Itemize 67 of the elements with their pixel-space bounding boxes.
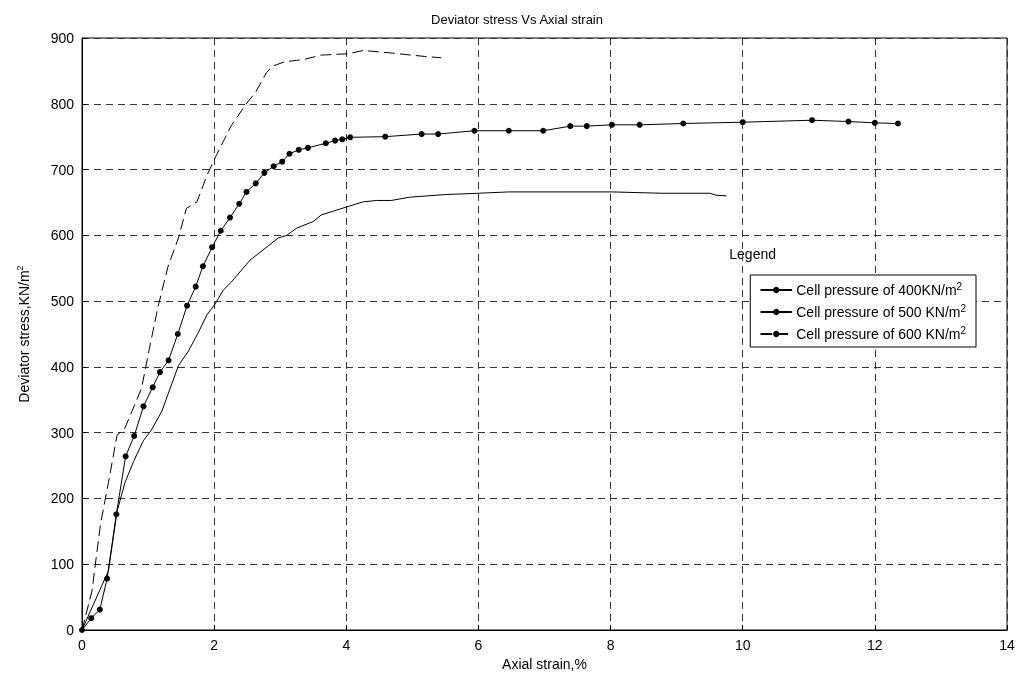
point [845, 118, 852, 125]
point [809, 117, 816, 124]
point [382, 133, 389, 140]
y-tick-label: 200 [50, 490, 75, 507]
point [174, 331, 181, 337]
x-tick-label: 2 [210, 637, 219, 653]
point [279, 158, 286, 165]
point [88, 615, 95, 622]
y-tick-label: 500 [50, 293, 75, 310]
x-tick-label: 14 [999, 637, 1015, 653]
point [680, 120, 687, 127]
point [156, 369, 163, 376]
point [505, 127, 512, 134]
point [583, 123, 590, 130]
point [131, 432, 138, 439]
point [236, 200, 243, 207]
point [332, 137, 339, 144]
x-axis-title: Axial strain,% [502, 655, 587, 672]
point [140, 403, 147, 410]
point [295, 146, 302, 153]
point [540, 127, 547, 134]
x-tick-label: 6 [474, 637, 483, 653]
point [567, 123, 574, 130]
point [243, 188, 250, 195]
y-tick-label: 800 [50, 95, 75, 112]
point [261, 169, 268, 176]
point [192, 283, 199, 290]
point [871, 119, 878, 126]
chart-title: Deviator stress Vs Axial strain [431, 12, 603, 27]
point [304, 144, 311, 151]
y-tick-label: 100 [50, 556, 75, 573]
y-axis-title: Deviator stress,KN/m2 [14, 265, 32, 403]
point [104, 575, 111, 582]
point [122, 453, 129, 460]
point [217, 227, 224, 234]
point [113, 511, 120, 518]
point [286, 150, 293, 157]
point [209, 244, 216, 251]
point [149, 384, 156, 391]
x-tick-label: 12 [867, 637, 883, 653]
point [252, 180, 259, 187]
y-tick-label: 900 [50, 30, 75, 46]
point [471, 127, 478, 134]
legend-title: Legend [729, 246, 776, 262]
point [347, 134, 354, 141]
point [96, 606, 103, 613]
point [322, 140, 329, 147]
point [636, 121, 643, 128]
y-tick-label: 700 [50, 161, 75, 178]
point [270, 163, 277, 170]
x-tick-label: 10 [734, 637, 751, 653]
x-tick-label: 4 [342, 637, 351, 653]
point [418, 131, 425, 138]
y-tick-label: 300 [50, 424, 75, 441]
point [199, 263, 206, 270]
point [739, 119, 746, 126]
y-tick-label: 0 [66, 622, 75, 638]
point [894, 120, 901, 127]
x-tick-label: 0 [78, 637, 87, 653]
point [227, 214, 233, 221]
x-tick-label: 8 [606, 637, 615, 653]
point [339, 136, 346, 143]
point [184, 302, 191, 309]
y-tick-label: 400 [50, 358, 75, 375]
point [435, 131, 442, 138]
point [608, 121, 615, 128]
y-tick-label: 600 [50, 227, 75, 244]
